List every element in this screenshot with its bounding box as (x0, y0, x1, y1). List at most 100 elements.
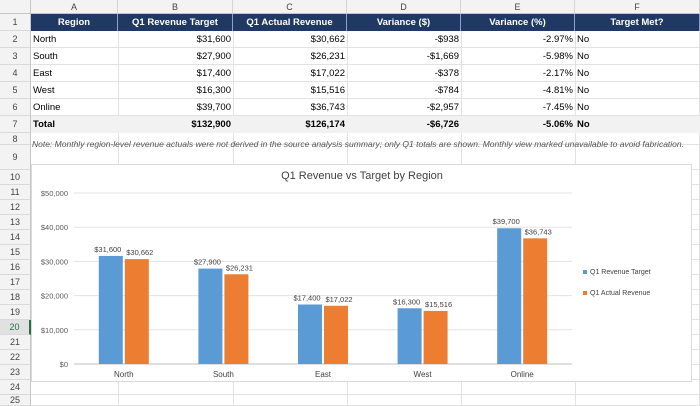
row-header-22[interactable]: 22 (0, 350, 31, 365)
total-cell-target[interactable]: $132,900 (118, 116, 233, 133)
cell-variance-percent[interactable]: -2.97% (542, 34, 573, 45)
cell-actual[interactable]: $15,516 (310, 85, 345, 96)
chart-svg: Q1 Revenue vs Target by Region $0 $10,000 $… (41, 170, 651, 379)
gridline-row (31, 98, 700, 99)
cell-target[interactable]: $16,300 (196, 85, 231, 96)
cell-region[interactable]: Online (33, 102, 61, 113)
bar-actual (423, 310, 448, 364)
y-tick-label: $10,000 (41, 326, 68, 335)
row-header-24[interactable]: 24 (0, 380, 31, 395)
row-header-23[interactable]: 23 (0, 365, 31, 380)
cell-target-met[interactable]: No (577, 102, 590, 113)
row-header-3[interactable]: 3 (0, 48, 31, 65)
header-variance-percent[interactable]: Variance (%) (461, 14, 575, 31)
row-header-14[interactable]: 14 (0, 230, 31, 245)
x-tick-label: North (114, 370, 134, 379)
y-tick-label: $40,000 (41, 223, 68, 232)
row-header-2[interactable]: 2 (0, 31, 31, 48)
row-header-8[interactable]: 8 (0, 133, 31, 145)
column-header-a[interactable]: A (31, 0, 118, 14)
cell-actual[interactable]: $17,022 (310, 68, 345, 79)
row-header-7[interactable]: 7 (0, 116, 31, 133)
bar-target (98, 255, 123, 364)
cell-target[interactable]: $31,600 (196, 34, 231, 45)
cell-variance-percent[interactable]: -4.81% (542, 85, 573, 96)
row-header-13[interactable]: 13 (0, 215, 31, 230)
header-region[interactable]: Region (31, 14, 118, 31)
total-cell-actual[interactable]: $126,174 (233, 116, 347, 133)
legend-label: Q1 Actual Revenue (590, 290, 650, 297)
row-header-6[interactable]: 6 (0, 99, 31, 116)
total-cell-region[interactable]: Total (31, 116, 118, 133)
cell-target[interactable]: $39,700 (196, 102, 231, 113)
bar-target (497, 228, 522, 364)
row-header-18[interactable]: 18 (0, 290, 31, 305)
row-header-1[interactable]: 1 (0, 14, 31, 31)
cell-target-met[interactable]: No (577, 34, 590, 45)
total-cell-target-met[interactable]: No (575, 116, 700, 133)
gridline-row (31, 144, 700, 145)
column-header-e[interactable]: E (461, 0, 575, 14)
column-header-c[interactable]: C (233, 0, 347, 14)
column-header-d[interactable]: D (347, 0, 461, 14)
gridline-row (31, 394, 700, 395)
bar-actual (523, 238, 548, 364)
total-cell-variance-dollar[interactable]: -$6,726 (347, 116, 461, 133)
data-label: $31,600 (94, 245, 121, 254)
row-header-4[interactable]: 4 (0, 65, 31, 82)
select-all-corner[interactable] (0, 0, 31, 14)
cell-region[interactable]: West (33, 85, 55, 96)
row-header-25[interactable]: 25 (0, 395, 31, 406)
row-header-21[interactable]: 21 (0, 335, 31, 350)
row-header-5[interactable]: 5 (0, 82, 31, 99)
row-header-10[interactable]: 10 (0, 170, 31, 185)
total-cell-variance-percent[interactable]: -5.06% (461, 116, 575, 133)
cell-variance-dollar[interactable]: -$1,669 (426, 51, 459, 62)
gridline-row (31, 64, 700, 65)
bar-actual (324, 305, 348, 364)
y-tick-label: $0 (60, 360, 68, 369)
chart[interactable]: Q1 Revenue vs Target by Region $0 $10,000 $… (31, 164, 692, 382)
row-header-19[interactable]: 19 (0, 305, 31, 320)
x-tick-label: South (213, 370, 234, 379)
bar-target (198, 268, 223, 364)
cell-target-met[interactable]: No (577, 85, 590, 96)
cell-variance-percent[interactable]: -5.98% (542, 51, 573, 62)
cell-variance-dollar[interactable]: -$2,957 (426, 102, 459, 113)
header-variance-dollar[interactable]: Variance ($) (347, 14, 461, 31)
cell-region[interactable]: South (33, 51, 58, 62)
row-header-16[interactable]: 16 (0, 260, 31, 275)
column-header-f[interactable]: F (575, 0, 700, 14)
row-header-12[interactable]: 12 (0, 200, 31, 215)
cell-actual[interactable]: $26,231 (310, 51, 345, 62)
row-header-17[interactable]: 17 (0, 275, 31, 290)
cell-variance-dollar[interactable]: -$784 (434, 85, 459, 96)
cell-actual[interactable]: $36,743 (310, 102, 345, 113)
cell-actual[interactable]: $30,662 (310, 34, 345, 45)
x-tick-label: Online (511, 370, 535, 379)
bar-target (397, 308, 422, 364)
column-header-b[interactable]: B (118, 0, 233, 14)
row-header-11[interactable]: 11 (0, 185, 31, 200)
cell-variance-percent[interactable]: -7.45% (542, 102, 573, 113)
header-q1-actual[interactable]: Q1 Actual Revenue (233, 14, 347, 31)
row-header-20[interactable]: 20 (0, 320, 31, 335)
cell-region[interactable]: North (33, 34, 57, 45)
cell-variance-dollar[interactable]: -$938 (434, 34, 459, 45)
header-target-met[interactable]: Target Met? (575, 14, 700, 31)
y-tick-label: $50,000 (41, 189, 68, 198)
row-header-9[interactable]: 9 (0, 145, 31, 170)
cell-variance-dollar[interactable]: -$378 (434, 68, 459, 79)
note-text[interactable]: Note: Monthly region-level revenue actua… (32, 139, 684, 149)
row-header-15[interactable]: 15 (0, 245, 31, 260)
cell-region[interactable]: East (33, 68, 53, 79)
data-label: $17,022 (325, 295, 352, 304)
cell-target[interactable]: $17,400 (196, 68, 231, 79)
cell-variance-percent[interactable]: -2.17% (542, 68, 573, 79)
cell-target[interactable]: $27,900 (196, 51, 231, 62)
data-label: $30,662 (126, 248, 153, 257)
header-q1-target[interactable]: Q1 Revenue Target (118, 14, 233, 31)
cell-target-met[interactable]: No (577, 51, 590, 62)
cell-target-met[interactable]: No (577, 68, 590, 79)
